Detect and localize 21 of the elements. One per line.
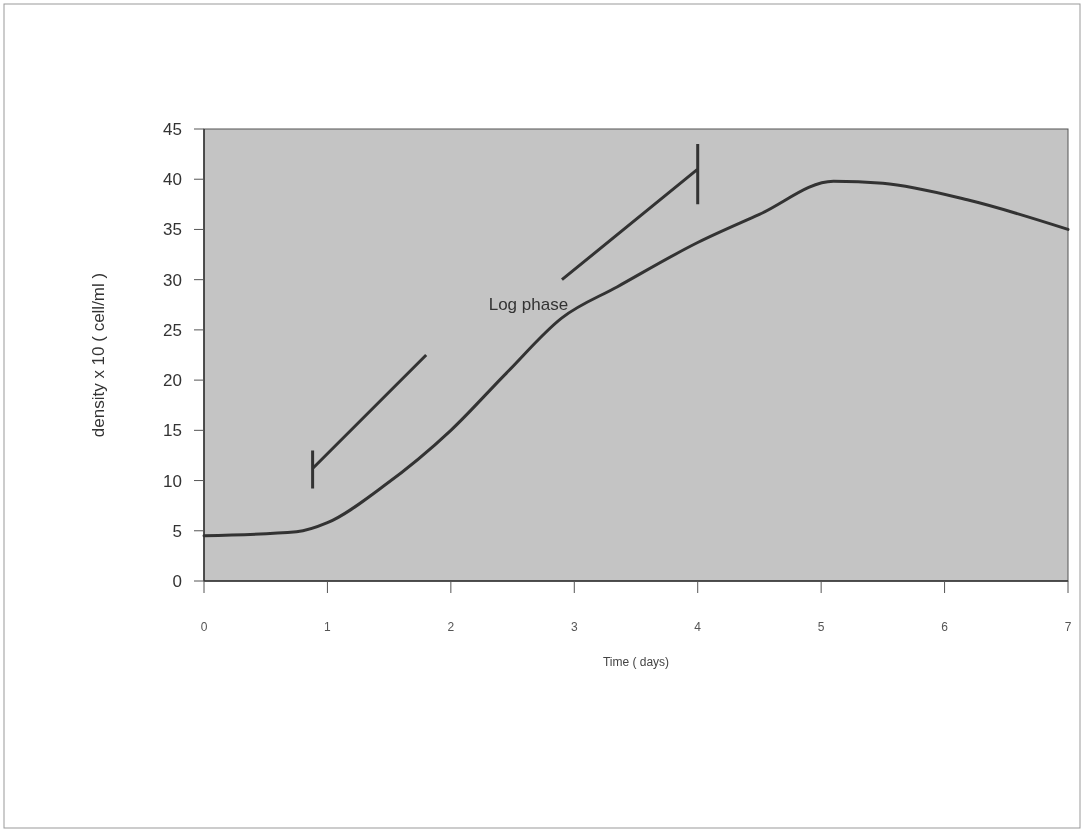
x-tick-label: 1 [324,620,332,634]
x-tick-label: 5 [817,620,825,634]
x-tick-label: 3 [570,620,578,634]
x-axis-title: Time ( days) [602,655,670,669]
annotation: Log phase [488,294,569,314]
y-tick-label: 30 [163,270,182,290]
y-tick-label: 20 [163,371,182,391]
x-tick-label: 0 [200,620,208,634]
y-tick-label: 45 [163,119,182,139]
y-tick-label: 5 [172,521,182,541]
x-tick-label: 2 [447,620,455,634]
y-tick-label: 0 [172,571,182,591]
y-tick-label: 25 [163,320,182,340]
x-tick-label: 4 [694,620,702,634]
y-tick-label: 10 [163,471,182,491]
y-tick-label: 40 [163,170,182,190]
x-tick-label: 7 [1064,620,1072,634]
y-tick-label: 15 [163,421,182,441]
x-tick-label: 6 [941,620,949,634]
y-tick-label: 35 [163,220,182,240]
y-axis-title: density x 10 ( cell/ml ) [89,272,108,438]
